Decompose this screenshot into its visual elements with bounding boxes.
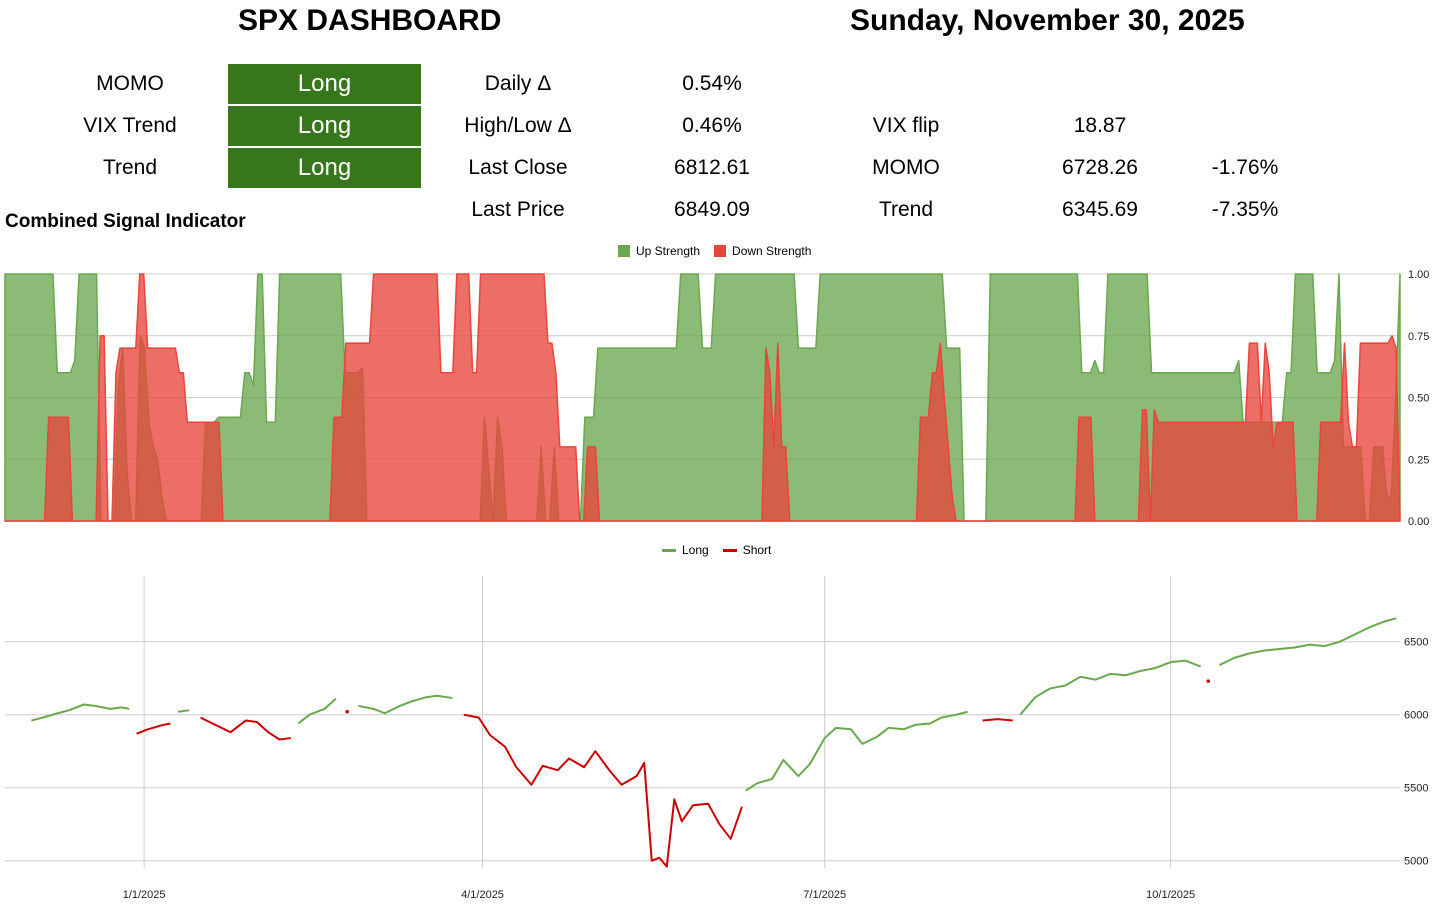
level-pct-trend: -7.35% <box>1211 198 1279 221</box>
short-segment <box>463 713 743 868</box>
stat-value-last-price: 6849.09 <box>674 198 750 221</box>
stat-value-high-low-delta: 0.46% <box>682 114 742 137</box>
price-x-tick: 1/1/2025 <box>123 889 166 901</box>
long-segment <box>1019 659 1202 716</box>
level-value-trend: 6345.69 <box>1062 198 1138 221</box>
stat-label-last-close: Last Close <box>468 156 568 179</box>
long-segment <box>358 694 453 715</box>
price-legend: Long Short <box>662 543 771 557</box>
short-segment <box>982 718 1013 722</box>
legend-label-down: Down Strength <box>732 244 812 258</box>
price-y-tick: 5500 <box>1404 783 1428 795</box>
level-label-momo: MOMO <box>872 156 940 179</box>
short-point <box>1206 679 1211 683</box>
signal-y-tick: 0.75 <box>1408 331 1429 343</box>
signal-chart-title: Combined Signal Indicator <box>5 211 246 232</box>
level-label-vix-flip: VIX flip <box>872 114 940 137</box>
price-y-tick: 5000 <box>1404 856 1428 868</box>
signal-chart: 1.00 0.75 0.50 0.25 0.00 <box>4 269 1429 528</box>
price-y-tick: 6000 <box>1404 710 1428 722</box>
level-label-trend: Trend <box>878 198 934 221</box>
signal-value-vix-trend: Long <box>228 106 421 146</box>
level-value-momo: 6728.26 <box>1062 156 1138 179</box>
page-date: Sunday, November 30, 2025 <box>850 4 1245 37</box>
price-x-tick: 7/1/2025 <box>803 889 846 901</box>
short-point <box>345 709 349 714</box>
price-x-tick: 10/1/2025 <box>1146 889 1195 901</box>
signal-y-tick: 0.25 <box>1408 454 1429 466</box>
long-segment <box>1219 617 1397 666</box>
price-y-tick: 6500 <box>1404 637 1428 649</box>
stat-label-last-price: Last Price <box>471 198 565 221</box>
legend-label-short: Short <box>742 543 772 557</box>
signal-value-trend: Long <box>228 148 421 188</box>
legend-label-up: Up Strength <box>636 244 701 258</box>
long-segment <box>297 697 337 725</box>
level-pct-momo: -1.76% <box>1211 156 1279 179</box>
signal-y-tick: 0.50 <box>1408 393 1429 405</box>
price-x-tick: 4/1/2025 <box>461 889 504 901</box>
stat-value-last-close: 6812.61 <box>674 156 750 179</box>
price-chart: 6500 6000 5500 5000 1/1/2025 4/1/2025 7/1/2025… <box>5 576 1428 901</box>
signal-y-tick: 1.00 <box>1408 269 1429 281</box>
long-segment <box>177 709 190 713</box>
long-segment <box>745 710 968 792</box>
signal-value-momo: Long <box>228 64 421 104</box>
signal-label-momo: MOMO <box>96 72 164 95</box>
legend-swatch-short <box>722 548 737 552</box>
signal-label-trend: Trend <box>102 156 158 179</box>
short-segment <box>200 716 291 741</box>
legend-swatch-down <box>714 245 727 257</box>
legend-swatch-up <box>618 245 630 257</box>
page-title: SPX DASHBOARD <box>238 4 502 37</box>
stat-label-high-low-delta: High/Low Δ <box>464 114 572 137</box>
signal-label-vix-trend: VIX Trend <box>83 114 177 137</box>
level-value-vix-flip: 18.87 <box>1073 114 1127 137</box>
legend-label-long: Long <box>682 543 709 557</box>
signal-legend: Up Strength Down Strength <box>618 244 811 258</box>
long-segment <box>31 703 130 722</box>
legend-swatch-long <box>662 548 676 552</box>
signal-y-tick: 0.00 <box>1408 516 1429 528</box>
short-segment <box>136 722 171 735</box>
stat-value-daily-delta: 0.54% <box>682 72 742 95</box>
stat-label-daily-delta: Daily Δ <box>484 72 552 95</box>
down-strength-area <box>4 273 1401 522</box>
